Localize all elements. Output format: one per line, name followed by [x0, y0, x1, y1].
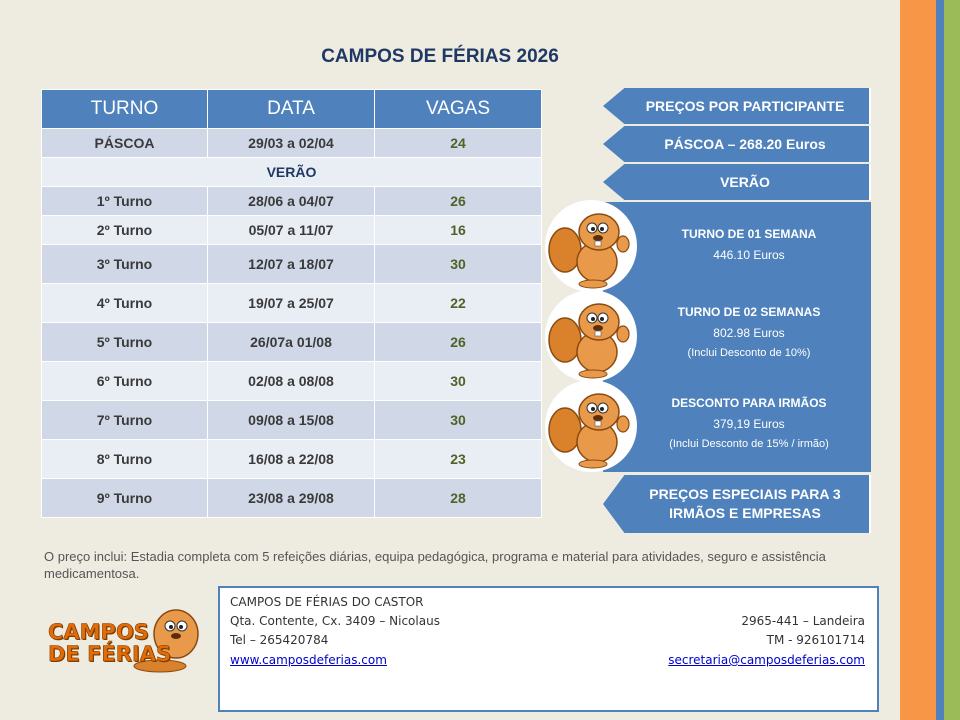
cell-turno: 6º Turno: [41, 361, 208, 401]
table-row: 6º Turno 02/08 a 08/08 30: [41, 361, 542, 401]
decor-stripe-blue: [936, 0, 944, 720]
price-value: 379,19 Euros: [713, 417, 785, 431]
table-row: 7º Turno 09/08 a 15/08 30: [41, 400, 542, 440]
table-row: 9º Turno 23/08 a 29/08 28: [41, 478, 542, 518]
cell-data: 19/07 a 25/07: [207, 283, 375, 323]
cell-data: 02/08 a 08/08: [207, 361, 375, 401]
cell-season-verao: VERÃO: [41, 157, 542, 187]
beaver-mascot-icon: [545, 380, 637, 472]
price-name: DESCONTO PARA IRMÃOS: [671, 396, 827, 410]
logo-beaver-icon: [133, 609, 199, 673]
decor-stripe-green: [944, 0, 960, 720]
contact-address: Qta. Contente, Cx. 3409 – Nicolaus: [230, 614, 440, 628]
page-title: CAMPOS DE FÉRIAS 2026: [321, 46, 559, 67]
table-row-pascoa: PÁSCOA 29/03 a 02/04 24: [41, 128, 542, 158]
price-name: TURNO DE 01 SEMANA: [681, 227, 817, 241]
cell-data: 12/07 a 18/07: [207, 244, 375, 284]
campos-de-ferias-logo: CAMPOS DE FÉRIAS: [30, 596, 210, 676]
contact-postal: 2965-441 – Landeira: [741, 614, 865, 628]
beaver-mascot-icon: [545, 200, 637, 292]
price-special-line1: PREÇOS ESPECIAIS PARA 3: [649, 486, 841, 502]
cell-vagas: 22: [374, 283, 542, 323]
price-verao-label: VERÃO: [603, 164, 871, 200]
price-siblings: DESCONTO PARA IRMÃOS 379,19 Euros (Inclu…: [603, 396, 871, 450]
cell-data: 28/06 a 04/07: [207, 186, 375, 216]
cell-turno: 5º Turno: [41, 322, 208, 362]
cell-turno: 2º Turno: [41, 215, 208, 245]
logo-line1: CAMPOS: [48, 620, 150, 645]
table-row: 8º Turno 16/08 a 22/08 23: [41, 439, 542, 479]
cell-turno: 9º Turno: [41, 478, 208, 518]
cell-data: 23/08 a 29/08: [207, 478, 375, 518]
table-row: 1º Turno 28/06 a 04/07 26: [41, 186, 542, 216]
price-two-weeks: TURNO DE 02 SEMANAS 802.98 Euros (Inclui…: [603, 305, 871, 359]
contact-tel: Tel – 265420784: [230, 633, 329, 647]
schedule-table: TURNO DATA VAGAS PÁSCOA 29/03 a 02/04 24…: [41, 89, 542, 518]
price-value: 802.98 Euros: [713, 326, 785, 340]
cell-data: 29/03 a 02/04: [207, 128, 375, 158]
price-name: TURNO DE 02 SEMANAS: [677, 305, 821, 319]
cell-data: 26/07a 01/08: [207, 322, 375, 362]
price-pascoa: PÁSCOA – 268.20 Euros: [603, 126, 871, 162]
beaver-mascot-icon: [545, 290, 637, 382]
table-row: 5º Turno 26/07a 01/08 26: [41, 322, 542, 362]
cell-vagas: 23: [374, 439, 542, 479]
decor-stripe-orange: [900, 0, 936, 720]
contact-mobile: TM - 926101714: [766, 633, 865, 647]
cell-turno: PÁSCOA: [41, 128, 208, 158]
price-one-week: TURNO DE 01 SEMANA 446.10 Euros: [603, 227, 871, 262]
cell-data: 09/08 a 15/08: [207, 400, 375, 440]
price-includes-note: O preço inclui: Estadia completa com 5 r…: [44, 549, 826, 581]
table-header-row: TURNO DATA VAGAS: [41, 89, 542, 129]
table-row: 4º Turno 19/07 a 25/07 22: [41, 283, 542, 323]
table-row-verao: VERÃO: [41, 157, 542, 187]
contact-name: CAMPOS DE FÉRIAS DO CASTOR: [230, 595, 424, 609]
table-row: 2º Turno 05/07 a 11/07 16: [41, 215, 542, 245]
cell-vagas: 30: [374, 244, 542, 284]
logo-line2: DE FÉRIAS: [48, 642, 172, 667]
contact-box: CAMPOS DE FÉRIAS DO CASTOR Qta. Contente…: [218, 586, 879, 712]
table-row: 3º Turno 12/07 a 18/07 30: [41, 244, 542, 284]
verao-prices-panel: TURNO DE 01 SEMANA 446.10 Euros TURNO DE…: [603, 202, 871, 472]
cell-turno: 8º Turno: [41, 439, 208, 479]
cell-vagas: 28: [374, 478, 542, 518]
website-link[interactable]: www.camposdeferias.com: [230, 653, 387, 667]
cell-vagas: 26: [374, 186, 542, 216]
price-value: 446.10 Euros: [713, 248, 785, 262]
cell-vagas: 16: [374, 215, 542, 245]
cell-vagas: 24: [374, 128, 542, 158]
cell-vagas: 30: [374, 400, 542, 440]
cell-data: 05/07 a 11/07: [207, 215, 375, 245]
cell-vagas: 26: [374, 322, 542, 362]
cell-data: 16/08 a 22/08: [207, 439, 375, 479]
header-turno: TURNO: [41, 89, 208, 129]
price-special-line2: IRMÃOS E EMPRESAS: [669, 505, 821, 521]
cell-vagas: 30: [374, 361, 542, 401]
price-special: PREÇOS ESPECIAIS PARA 3 IRMÃOS E EMPRESA…: [603, 475, 871, 533]
cell-turno: 1º Turno: [41, 186, 208, 216]
cell-turno: 3º Turno: [41, 244, 208, 284]
header-vagas: VAGAS: [374, 89, 542, 129]
header-data: DATA: [207, 89, 375, 129]
price-note: (Inclui Desconto de 10%): [687, 347, 811, 359]
cell-turno: 4º Turno: [41, 283, 208, 323]
email-link[interactable]: secretaria@camposdeferias.com: [668, 653, 865, 667]
price-note: (Inclui Desconto de 15% / irmão): [669, 438, 829, 450]
cell-turno: 7º Turno: [41, 400, 208, 440]
prices-header: PREÇOS POR PARTICIPANTE: [603, 88, 871, 124]
